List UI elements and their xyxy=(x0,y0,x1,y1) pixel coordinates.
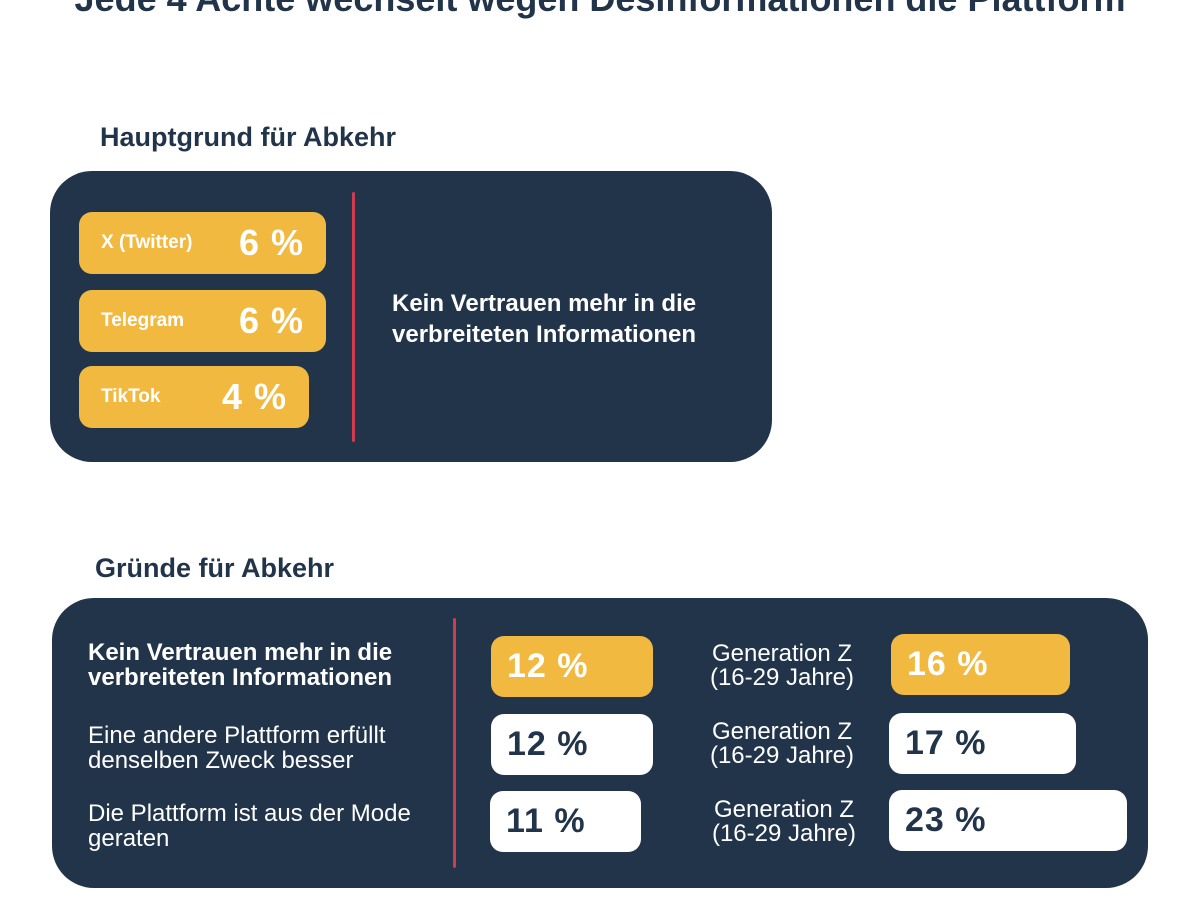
group-label-line: (16-29 Jahre) xyxy=(709,742,855,769)
value-label: 11 % xyxy=(506,802,586,840)
reason-label-trust: Kein Vertrauen mehr in die verbreiteten … xyxy=(88,639,393,691)
reason-label-other-platform: Eine andere Plattform erfüllt denselben … xyxy=(88,722,386,774)
value-bar-all: 12 % xyxy=(491,714,653,775)
panel-divider xyxy=(352,192,355,442)
group-label-line: Generation Z xyxy=(711,718,853,745)
platform-label: Telegram xyxy=(101,310,185,331)
panel-divider xyxy=(453,618,456,868)
value-bar-gen-z: 17 % xyxy=(889,713,1077,774)
value-bar-gen-z: 23 % xyxy=(889,790,1127,851)
group-label-gen-z: Generation Z (16-29 Jahre) xyxy=(697,642,867,690)
platform-bar-tiktok: TikTok 4 % xyxy=(79,366,309,428)
value-label: 6 % xyxy=(238,222,304,263)
group-label-gen-z: Generation Z (16-29 Jahre) xyxy=(699,798,869,846)
value-label: 23 % xyxy=(905,801,987,839)
value-bar-gen-z: 16 % xyxy=(891,634,1070,695)
value-label: 12 % xyxy=(507,725,589,763)
main-reason-annotation: Kein Vertrauen mehr in die verbreiteten … xyxy=(392,290,697,348)
section-heading-main-reason: Hauptgrund für Abkehr xyxy=(100,122,396,152)
platform-bar-telegram: Telegram 6 % xyxy=(79,290,326,352)
group-label-line: Generation Z xyxy=(713,796,855,823)
group-label-line: (16-29 Jahre) xyxy=(711,820,857,847)
group-label-gen-z: Generation Z (16-29 Jahre) xyxy=(697,720,867,768)
value-label: 16 % xyxy=(907,645,989,683)
group-label-line: Generation Z xyxy=(711,640,853,667)
value-label: 6 % xyxy=(238,300,304,341)
platform-bar-x-twitter: X (Twitter) 6 % xyxy=(79,212,326,274)
value-label: 17 % xyxy=(905,724,987,762)
platform-label: TikTok xyxy=(101,386,161,407)
platform-label: X (Twitter) xyxy=(101,232,193,253)
reason-label-out-of-fashion: Die Plattform ist aus der Mode geraten xyxy=(88,800,411,852)
value-label: 12 % xyxy=(507,647,589,685)
value-label: 4 % xyxy=(221,376,287,417)
group-label-line: (16-29 Jahre) xyxy=(709,664,855,691)
section-heading-reasons: Gründe für Abkehr xyxy=(95,553,335,583)
page-title: Jede 4 Achte wechselt wegen Desinformati… xyxy=(0,0,1200,20)
value-bar-all: 12 % xyxy=(491,636,653,697)
value-bar-all: 11 % xyxy=(490,791,641,852)
